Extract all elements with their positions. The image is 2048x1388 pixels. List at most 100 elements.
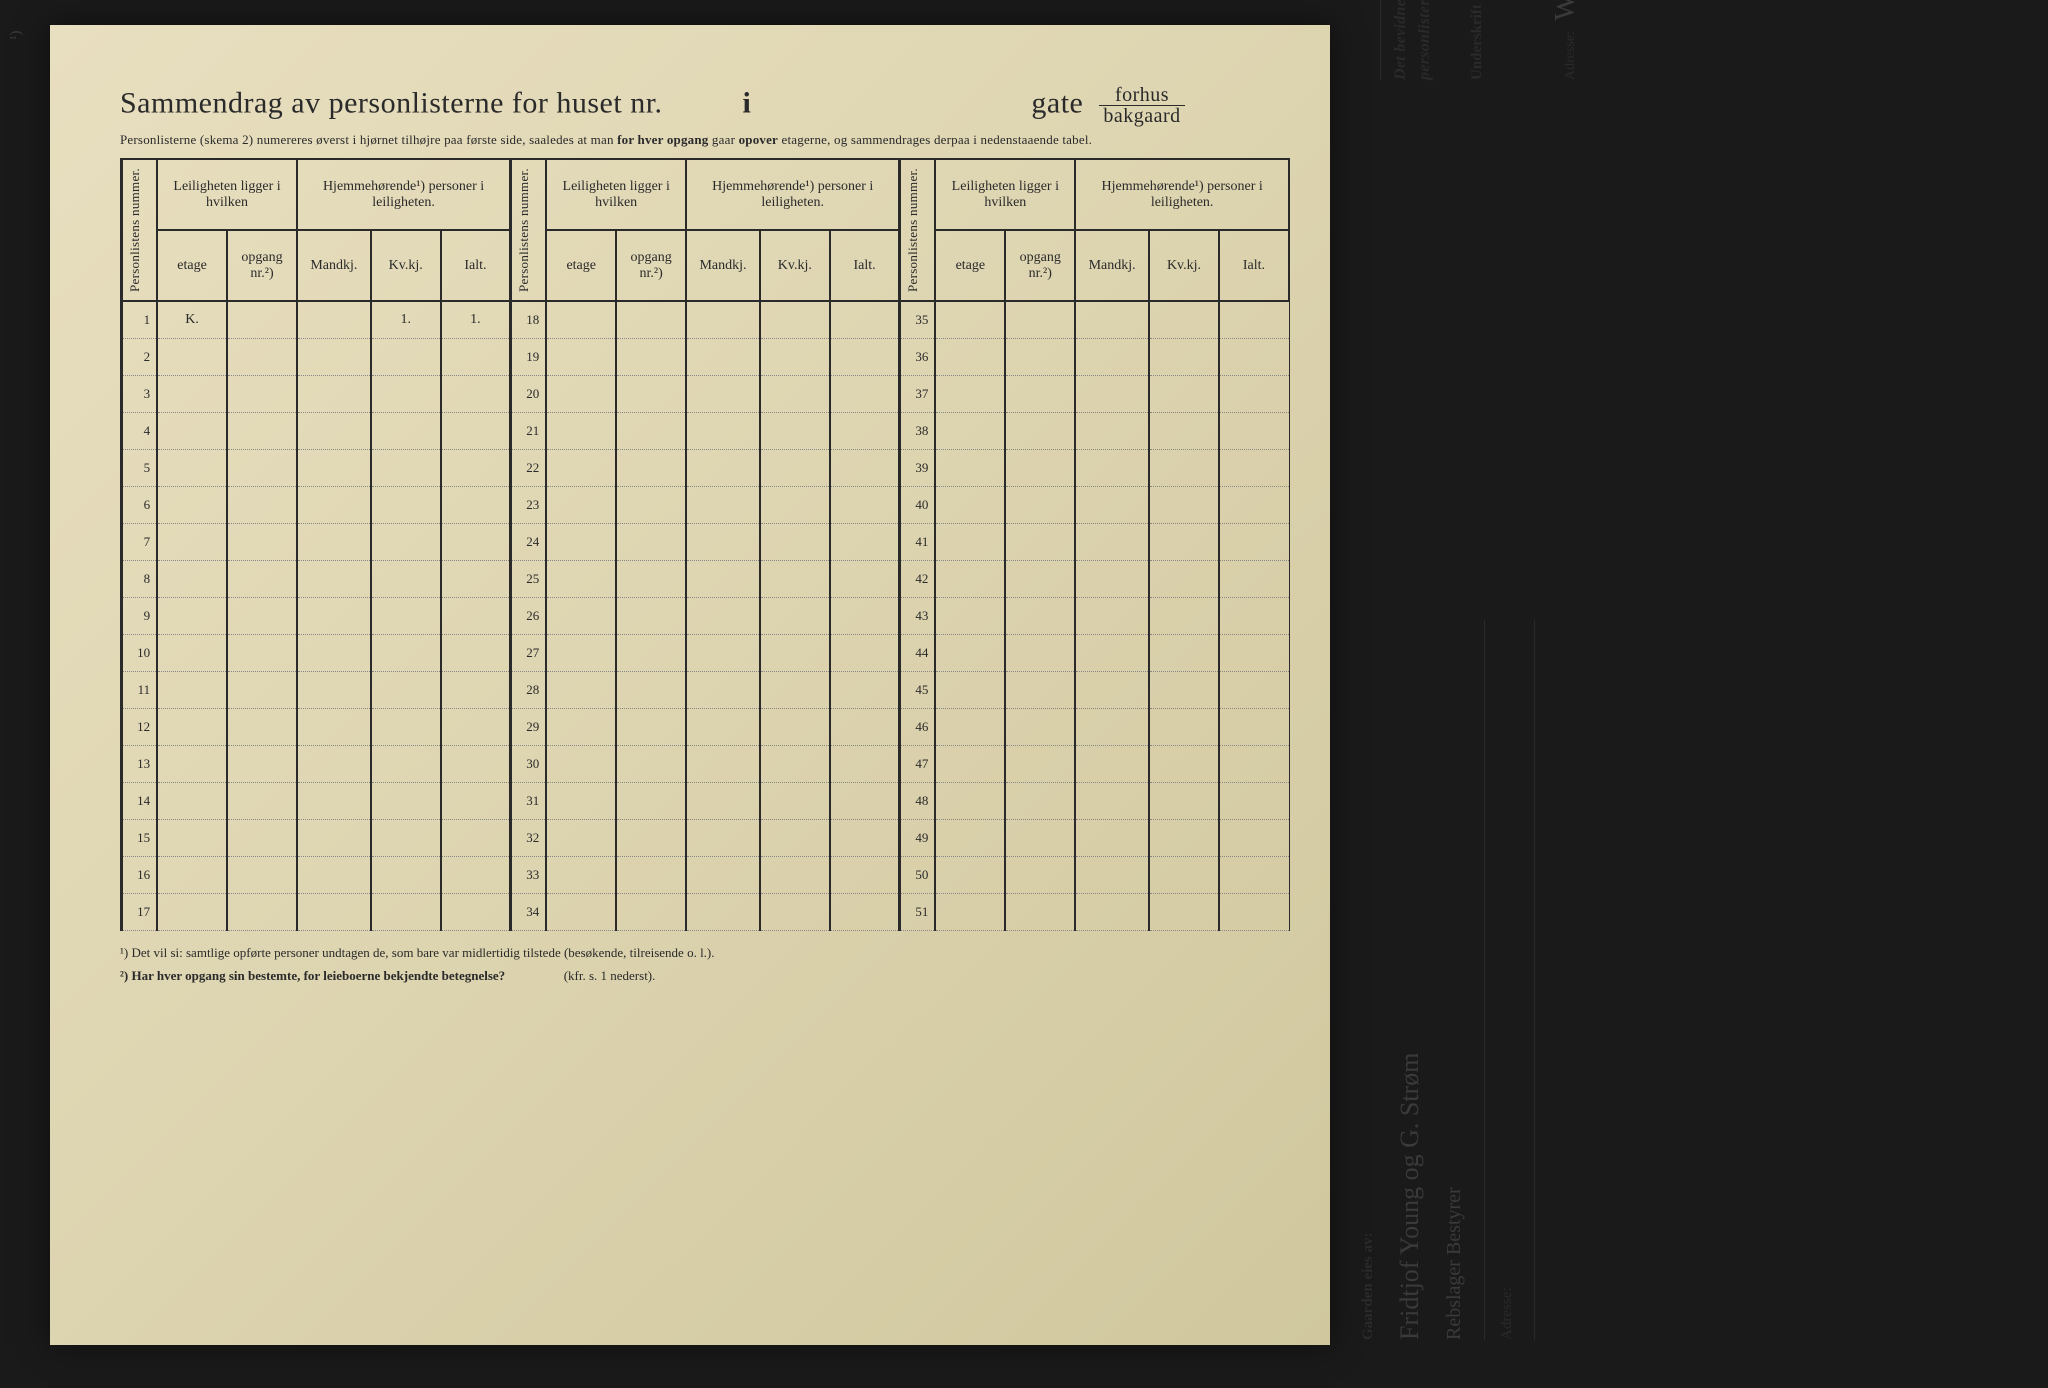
table-row: 143148: [122, 783, 1290, 820]
table-cell: [546, 857, 616, 894]
table-cell: 12: [122, 709, 158, 746]
table-cell: [1075, 672, 1149, 709]
table-cell: K.: [157, 301, 227, 339]
table-cell: 11: [122, 672, 158, 709]
table-cell: [297, 301, 371, 339]
table-cell: [760, 376, 830, 413]
table-cell: [760, 450, 830, 487]
table-cell: [1149, 413, 1219, 450]
table-cell: 4: [122, 413, 158, 450]
table-cell: [760, 783, 830, 820]
table-cell: [686, 450, 760, 487]
table-cell: 22: [511, 450, 547, 487]
table-cell: 27: [511, 635, 547, 672]
table-cell: [1075, 635, 1149, 672]
table-cell: [371, 339, 441, 376]
table-cell: [227, 783, 297, 820]
table-cell: [686, 672, 760, 709]
table-cell: [1219, 783, 1289, 820]
table-cell: [546, 301, 616, 339]
table-cell: [1075, 301, 1149, 339]
owner-label: Gaarden eies av:: [1360, 1233, 1376, 1340]
table-cell: [297, 413, 371, 450]
table-cell: [830, 709, 900, 746]
table-row: 52239: [122, 450, 1290, 487]
table-cell: [616, 450, 686, 487]
table-cell: [371, 857, 441, 894]
table-cell: [371, 487, 441, 524]
table-cell: [830, 561, 900, 598]
table-cell: [441, 746, 511, 783]
table-cell: [441, 783, 511, 820]
table-cell: [546, 524, 616, 561]
table-cell: 29: [511, 709, 547, 746]
table-cell: [297, 487, 371, 524]
table-cell: [157, 524, 227, 561]
table-cell: [371, 746, 441, 783]
table-cell: [830, 635, 900, 672]
table-cell: 10: [122, 635, 158, 672]
table-cell: [686, 709, 760, 746]
table-cell: 26: [511, 598, 547, 635]
table-cell: 20: [511, 376, 547, 413]
table-cell: [441, 413, 511, 450]
table-cell: [1219, 672, 1289, 709]
table-cell: [935, 301, 1005, 339]
table-cell: [1219, 857, 1289, 894]
table-cell: [616, 339, 686, 376]
table-row: 173451: [122, 894, 1290, 931]
table-cell: [1075, 894, 1149, 931]
table-cell: [616, 746, 686, 783]
table-row: 1K.1.1.1835: [122, 301, 1290, 339]
table-cell: [616, 783, 686, 820]
table-cell: [297, 339, 371, 376]
table-cell: [371, 635, 441, 672]
table-cell: [935, 339, 1005, 376]
table-cell: [297, 857, 371, 894]
subtitle: Personlisterne (skema 2) numereres øvers…: [120, 132, 1290, 148]
table-cell: [1219, 820, 1289, 857]
table-cell: [1005, 487, 1075, 524]
table-cell: 7: [122, 524, 158, 561]
table-row: 122946: [122, 709, 1290, 746]
table-cell: 36: [900, 339, 936, 376]
table-cell: 1: [122, 301, 158, 339]
table-cell: [935, 820, 1005, 857]
table-cell: [830, 376, 900, 413]
table-cell: [830, 894, 900, 931]
table-cell: [686, 301, 760, 339]
table-cell: 8: [122, 561, 158, 598]
table-cell: [760, 413, 830, 450]
table-cell: 40: [900, 487, 936, 524]
table-cell: [371, 672, 441, 709]
table-cell: 32: [511, 820, 547, 857]
footnotes: ¹) Det vil si: samtlige opførte personer…: [120, 941, 1290, 988]
table-cell: [686, 339, 760, 376]
table-cell: [1149, 857, 1219, 894]
table-cell: [441, 376, 511, 413]
table-cell: [297, 820, 371, 857]
table-cell: [227, 524, 297, 561]
table-cell: [760, 672, 830, 709]
table-cell: [1149, 635, 1219, 672]
table-cell: [157, 820, 227, 857]
table-cell: [1219, 894, 1289, 931]
table-row: 102744: [122, 635, 1290, 672]
table-cell: 33: [511, 857, 547, 894]
table-cell: [297, 598, 371, 635]
table-cell: [157, 561, 227, 598]
table-row: 92643: [122, 598, 1290, 635]
table-cell: 51: [900, 894, 936, 931]
table-cell: [686, 561, 760, 598]
table-cell: [686, 783, 760, 820]
table-cell: [760, 820, 830, 857]
table-cell: [441, 857, 511, 894]
table-cell: [760, 524, 830, 561]
table-cell: [1149, 709, 1219, 746]
table-cell: [546, 783, 616, 820]
table-cell: [297, 450, 371, 487]
table-cell: 48: [900, 783, 936, 820]
adresse-value: Wesselsgt 16.: [1550, 0, 1581, 21]
table-cell: [686, 598, 760, 635]
table-cell: [686, 820, 760, 857]
